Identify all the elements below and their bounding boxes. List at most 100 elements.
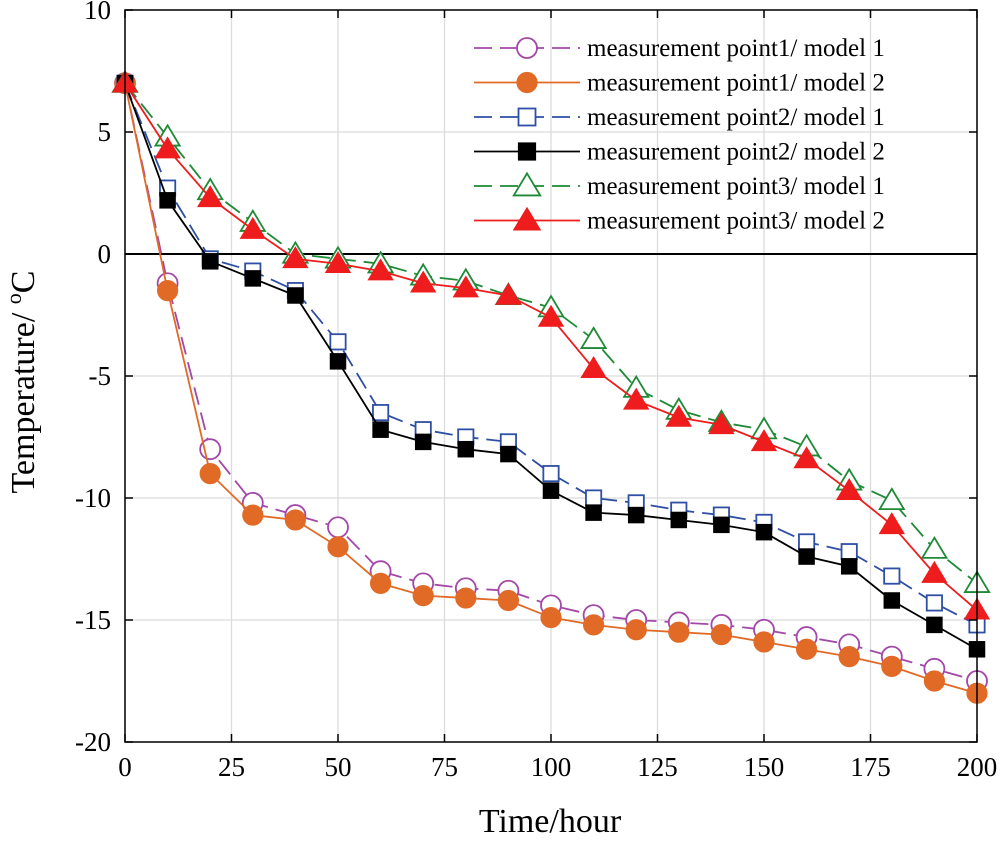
y-axis: 10 5 0 -5 -10 -15 -20 [75, 0, 977, 757]
plot-series [111, 69, 991, 704]
y-tick-label: 0 [98, 239, 112, 269]
data-point [625, 619, 647, 641]
data-point [372, 421, 389, 438]
data-point [495, 282, 522, 305]
legend-label: measurement point2/ model 1 [587, 104, 885, 131]
series-6 [111, 70, 991, 620]
x-tick-label: 150 [744, 752, 785, 782]
data-point [665, 404, 692, 427]
data-point [840, 558, 858, 575]
data-point [708, 412, 735, 435]
data-point [623, 387, 650, 410]
data-point [540, 606, 562, 629]
data-point [582, 614, 605, 636]
y-axis-label: Temperature/ oC [1, 271, 42, 494]
data-point [579, 326, 608, 349]
data-point [455, 587, 477, 609]
data-point [452, 275, 479, 298]
legend-marker [517, 142, 537, 161]
data-point [878, 512, 905, 535]
data-point [284, 509, 306, 531]
data-point [414, 433, 432, 451]
x-tick-label: 200 [957, 752, 998, 782]
data-point [324, 251, 352, 274]
legend-marker [512, 206, 542, 231]
legend-marker [516, 37, 538, 59]
data-point [282, 246, 309, 269]
legend-item-2: measurement point1/ model 2 [474, 70, 885, 97]
x-tick-label: 125 [637, 752, 678, 782]
data-point [755, 523, 773, 541]
data-point [542, 482, 560, 499]
data-point [795, 638, 818, 660]
x-tick-label: 175 [850, 752, 891, 782]
y-tick-label: 10 [84, 0, 111, 25]
data-point [798, 533, 816, 551]
legend-label: measurement point3/ model 1 [587, 173, 885, 200]
y-tick-label: -10 [75, 483, 111, 513]
data-point [840, 543, 858, 561]
data-point [926, 616, 943, 634]
data-point [793, 446, 820, 469]
legend-label: measurement point1/ model 2 [587, 70, 885, 97]
data-point [497, 589, 519, 612]
data-point [329, 333, 347, 351]
y-axis-label-main: Temperature/ [5, 304, 42, 493]
data-point [585, 489, 603, 507]
data-point [154, 136, 181, 159]
legend-item-5: measurement point3/ model 1 [474, 171, 885, 200]
data-point [670, 511, 688, 529]
series-3 [116, 74, 986, 634]
data-point [372, 404, 390, 422]
data-point [329, 353, 347, 370]
data-point [159, 192, 176, 209]
data-point [753, 631, 775, 653]
data-point [242, 504, 264, 526]
y-tick-label: -5 [89, 361, 112, 391]
data-point [367, 258, 394, 281]
data-point [668, 621, 690, 643]
data-point [157, 280, 179, 302]
data-point [244, 270, 262, 287]
legend: measurement point1/ model 1 measurement p… [474, 35, 885, 235]
x-axis-label: Time/hour [479, 803, 622, 840]
data-point [585, 504, 602, 521]
data-point [197, 185, 224, 208]
data-point [327, 536, 349, 558]
data-point [750, 429, 778, 452]
legend-item-1: measurement point1/ model 1 [474, 35, 885, 62]
data-point [923, 670, 946, 692]
y-tick-label: 5 [98, 117, 112, 147]
data-point [500, 445, 517, 463]
data-point [199, 463, 221, 485]
legend-item-4: measurement point2/ model 2 [474, 139, 885, 166]
data-point [836, 477, 863, 500]
data-point [370, 572, 392, 595]
data-point [580, 355, 607, 378]
data-point [798, 548, 815, 565]
x-tick-label: 0 [118, 752, 132, 782]
y-axis-label-unit: C [5, 271, 42, 294]
data-point [920, 535, 949, 559]
data-point [537, 304, 565, 327]
x-tick-label: 75 [431, 752, 458, 782]
data-point [287, 287, 304, 304]
series-4 [116, 74, 986, 658]
data-point [925, 594, 943, 612]
legend-label: measurement point2/ model 2 [587, 139, 885, 166]
data-point [838, 645, 860, 668]
data-point [883, 567, 901, 585]
x-tick-label: 25 [218, 752, 245, 782]
y-axis-label-superscript: o [1, 293, 26, 304]
data-point [710, 624, 733, 646]
data-point [883, 592, 901, 609]
data-point [542, 465, 560, 483]
x-tick-label: 100 [531, 752, 572, 782]
legend-marker [517, 107, 537, 127]
data-point [410, 270, 437, 293]
legend-label: measurement point3/ model 2 [587, 208, 885, 235]
data-point [327, 516, 349, 539]
legend-marker [516, 71, 538, 94]
data-point [713, 516, 730, 534]
